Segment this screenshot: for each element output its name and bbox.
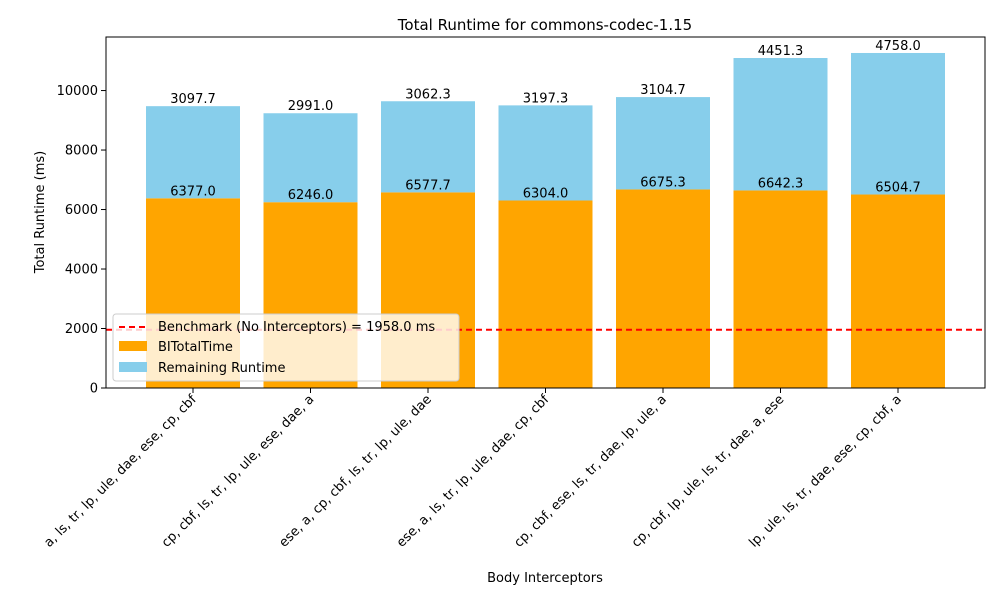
legend-label-benchmark: Benchmark (No Interceptors) = 1958.0 ms bbox=[158, 320, 435, 335]
value-label-bitotaltime-1: 6246.0 bbox=[288, 188, 334, 203]
bar-bitotaltime-4 bbox=[616, 189, 710, 388]
bar-remaining-runtime-4 bbox=[616, 97, 710, 190]
bar-remaining-runtime-3 bbox=[498, 105, 593, 201]
value-label-remaining-runtime-5: 4451.3 bbox=[758, 44, 804, 59]
bar-bitotaltime-6 bbox=[851, 194, 945, 388]
value-label-bitotaltime-5: 6642.3 bbox=[758, 176, 804, 191]
value-label-bitotaltime-3: 6304.0 bbox=[523, 186, 569, 201]
bar-remaining-runtime-2 bbox=[381, 101, 475, 193]
value-label-remaining-runtime-2: 3062.3 bbox=[405, 87, 451, 102]
chart-title: Total Runtime for commons-codec-1.15 bbox=[397, 16, 692, 34]
y-tick-label: 4000 bbox=[65, 263, 98, 278]
x-axis: a, ls, tr, lp, ule, dae, ese, cp, cbfcp,… bbox=[41, 388, 905, 551]
bar-bitotaltime-5 bbox=[733, 190, 828, 388]
y-axis-title: Total Runtime (ms) bbox=[33, 151, 48, 275]
y-tick-label: 0 bbox=[90, 382, 98, 397]
y-tick-label: 10000 bbox=[57, 84, 98, 99]
value-label-bitotaltime-0: 6377.0 bbox=[170, 184, 216, 199]
value-label-bitotaltime-2: 6577.7 bbox=[405, 178, 451, 193]
y-tick-label: 8000 bbox=[65, 144, 98, 159]
bar-remaining-runtime-5 bbox=[733, 58, 828, 191]
value-label-remaining-runtime-6: 4758.0 bbox=[875, 39, 921, 54]
y-tick-label: 6000 bbox=[65, 203, 98, 218]
value-label-remaining-runtime-0: 3097.7 bbox=[170, 92, 216, 107]
bar-remaining-runtime-0 bbox=[146, 106, 240, 199]
legend: Benchmark (No Interceptors) = 1958.0 ms … bbox=[112, 313, 460, 382]
bar-bitotaltime-3 bbox=[498, 200, 593, 388]
x-axis-title: Body Interceptors bbox=[487, 571, 603, 586]
y-axis: 0 2000 4000 6000 8000 10000 bbox=[57, 84, 106, 397]
legend-swatch-remaining-runtime bbox=[119, 362, 147, 372]
bar-remaining-runtime-1 bbox=[263, 113, 358, 203]
value-labels-layer: 6377.0 3097.7 6246.0 2991.0 6577.7 3062.3 6304… bbox=[170, 39, 921, 203]
y-tick-label: 2000 bbox=[65, 322, 98, 337]
value-label-bitotaltime-6: 6504.7 bbox=[875, 181, 921, 196]
bar-remaining-runtime-6 bbox=[851, 52, 945, 195]
legend-box bbox=[112, 313, 460, 382]
value-label-bitotaltime-4: 6675.3 bbox=[640, 175, 686, 190]
value-label-remaining-runtime-1: 2991.0 bbox=[288, 99, 334, 114]
legend-label-bitotaltime: BITotalTime bbox=[158, 340, 233, 355]
legend-swatch-bitotaltime bbox=[119, 341, 147, 351]
value-label-remaining-runtime-4: 3104.7 bbox=[640, 83, 686, 98]
value-label-remaining-runtime-3: 3197.3 bbox=[523, 91, 569, 106]
legend-label-remaining-runtime: Remaining Runtime bbox=[158, 361, 285, 376]
